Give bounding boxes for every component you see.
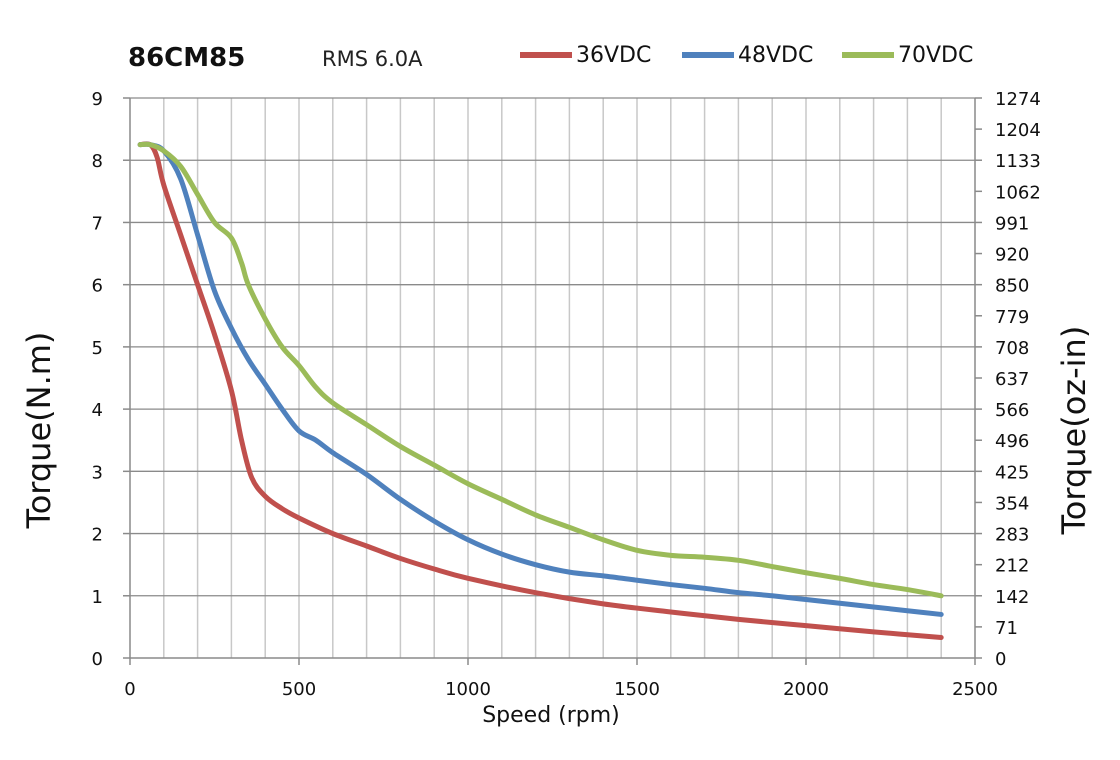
y-tick-label: 3 bbox=[92, 462, 103, 483]
y2-axis-title: Torque(oz-in) bbox=[1055, 326, 1093, 536]
series-line-36vdc bbox=[137, 141, 944, 640]
chart-subtitle: RMS 6.0A bbox=[322, 47, 423, 71]
x-axis-title: Speed (rpm) bbox=[482, 703, 620, 728]
y2-tick-label: 991 bbox=[995, 213, 1029, 234]
y-tick-label: 7 bbox=[92, 213, 103, 234]
axes bbox=[123, 97, 982, 665]
legend-label-48vdc: 48VDC bbox=[738, 43, 813, 68]
y2-tick-label: 142 bbox=[995, 587, 1029, 608]
y2-tick-label: 283 bbox=[995, 525, 1029, 546]
y-tick-label: 0 bbox=[92, 649, 103, 670]
y2-tick-label: 708 bbox=[995, 338, 1029, 359]
y-tick-label: 1 bbox=[92, 587, 103, 608]
y-tick-label: 8 bbox=[92, 151, 103, 172]
y2-tick-label: 566 bbox=[995, 400, 1029, 421]
grid bbox=[130, 97, 975, 658]
series-lines bbox=[137, 141, 944, 640]
series-line-48vdc bbox=[137, 141, 944, 617]
series-line-70vdc bbox=[137, 141, 944, 599]
tick-labels: 0 1 2 3 4 5 6 7 8 9 0 71 142 212 283 354 425 496 566 637 708… bbox=[92, 89, 1041, 700]
y-tick-label: 2 bbox=[92, 525, 103, 546]
y2-tick-label: 1062 bbox=[995, 182, 1041, 203]
x-tick-label: 0 bbox=[124, 679, 135, 700]
y-tick-label: 9 bbox=[92, 89, 103, 110]
y2-tick-label: 920 bbox=[995, 245, 1029, 266]
y2-tick-label: 1274 bbox=[995, 89, 1041, 110]
y-tick-label: 5 bbox=[92, 338, 103, 359]
y2-tick-label: 71 bbox=[995, 618, 1018, 639]
y2-tick-label: 850 bbox=[995, 276, 1029, 297]
y-axis-title: Torque(N.m) bbox=[20, 332, 58, 530]
y2-tick-label: 1204 bbox=[995, 120, 1041, 141]
y2-tick-label: 425 bbox=[995, 462, 1029, 483]
x-tick-label: 500 bbox=[282, 679, 316, 700]
y2-tick-label: 354 bbox=[995, 493, 1029, 514]
y-tick-label: 4 bbox=[92, 400, 103, 421]
legend-label-70vdc: 70VDC bbox=[898, 43, 973, 68]
legend-label-36vdc: 36VDC bbox=[576, 43, 651, 68]
chart-title: 86CM85 bbox=[128, 43, 245, 73]
x-tick-label: 2500 bbox=[952, 679, 998, 700]
legend: 36VDC 48VDC 70VDC bbox=[520, 43, 973, 68]
y-tick-label: 6 bbox=[92, 276, 103, 297]
y2-tick-label: 637 bbox=[995, 369, 1029, 390]
y2-tick-label: 1133 bbox=[995, 151, 1041, 172]
x-tick-label: 1500 bbox=[614, 679, 660, 700]
y2-tick-label: 0 bbox=[995, 649, 1006, 670]
y2-tick-label: 496 bbox=[995, 431, 1029, 452]
y2-tick-label: 779 bbox=[995, 307, 1029, 328]
x-tick-label: 1000 bbox=[445, 679, 491, 700]
y2-tick-label: 212 bbox=[995, 556, 1029, 577]
x-tick-label: 2000 bbox=[783, 679, 829, 700]
